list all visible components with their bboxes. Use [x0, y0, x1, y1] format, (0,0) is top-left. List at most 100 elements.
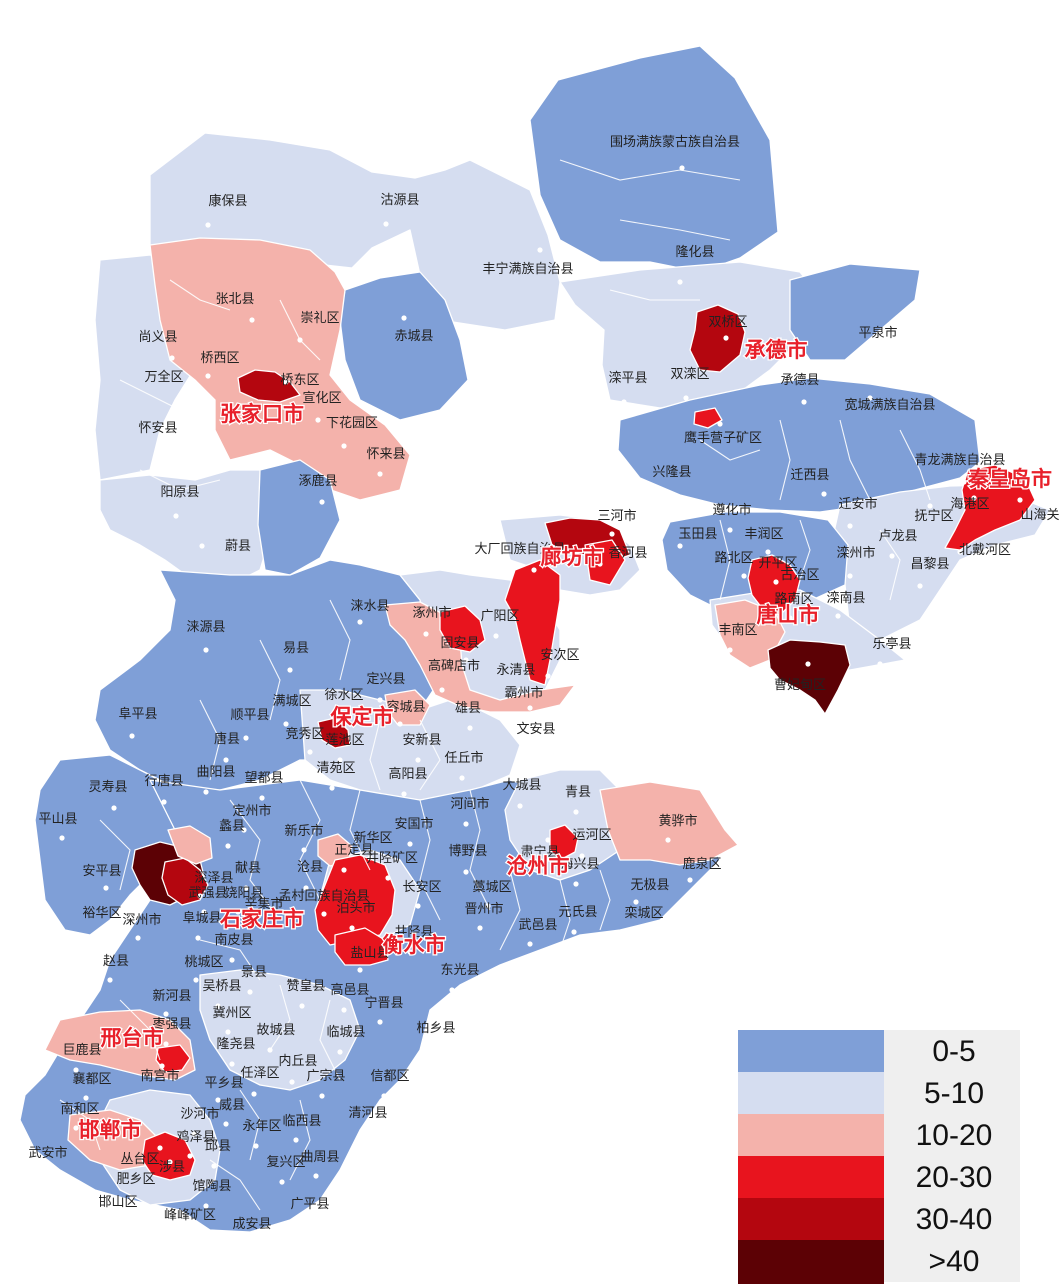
county-label: 柏乡县	[416, 1021, 455, 1036]
county-label: 正定县	[334, 843, 373, 858]
county-seat-dot	[971, 495, 977, 501]
county-label: 峰峰矿区	[164, 1208, 216, 1223]
county-seat-dot	[279, 1179, 285, 1185]
county-label: 任丘市	[444, 750, 483, 766]
county-seat-dot	[159, 1063, 165, 1069]
county-seat-dot	[59, 835, 65, 841]
county-label: 涉县	[159, 1160, 185, 1175]
county-seat-dot	[835, 613, 841, 619]
legend-swatch	[738, 1198, 884, 1242]
county-seat-dot	[847, 523, 853, 529]
county-label: 广平县	[290, 1197, 329, 1212]
county-boundaries	[59, 159, 931, 1211]
county-seat-dot	[799, 591, 805, 597]
county-boundary	[319, 999, 341, 1081]
county-seat-dot	[161, 799, 167, 805]
county-label: 鹿泉区	[682, 856, 721, 872]
county-label: 桥东区	[280, 373, 319, 388]
county-seat-dot	[493, 633, 499, 639]
county-seat-dot	[259, 795, 265, 801]
county-seat-dot	[247, 989, 253, 995]
county-label: 丛台区	[120, 1152, 159, 1167]
county-seat-dot	[357, 619, 363, 625]
county-seat-dot	[73, 1067, 79, 1073]
county-boundary	[119, 999, 161, 1061]
county-seat-dot	[867, 395, 873, 401]
county-label: 巨鹿县	[62, 1042, 101, 1058]
county-label: 玉田县	[678, 527, 717, 542]
county-label: 长安区	[402, 880, 441, 895]
county-seat-dot	[683, 395, 689, 401]
county-label: 大厂回族自治县	[474, 541, 565, 557]
county-seat-dot	[215, 1003, 221, 1009]
county-label: 内丘县	[278, 1053, 317, 1069]
county-label: 景县	[241, 965, 267, 980]
county-label: 肃宁县	[520, 844, 559, 860]
county-seat-dot	[163, 1041, 169, 1047]
region-zhuolu	[257, 459, 341, 576]
county-seat-dot	[111, 1219, 117, 1225]
county-seat-dot	[73, 1125, 79, 1131]
county-label: 吴桥县	[202, 979, 241, 994]
county-boundary	[719, 519, 731, 601]
county-boundary	[369, 719, 381, 791]
county-label: 清河县	[348, 1106, 387, 1121]
county-seat-dot	[877, 661, 883, 667]
county-boundary	[259, 639, 281, 721]
county-seat-dot	[255, 921, 261, 927]
county-label: 青龙满族自治县	[914, 452, 1005, 468]
county-boundary	[119, 379, 201, 421]
county-seat-dot	[367, 855, 373, 861]
county-label: 河间市	[450, 796, 489, 812]
county-seat-dot	[243, 885, 249, 891]
county-boundary	[199, 939, 261, 981]
city-label: 衡水市	[383, 933, 446, 957]
county-label: 蔚县	[225, 539, 251, 554]
county-seat-dot	[423, 631, 429, 637]
county-label: 无极县	[630, 878, 669, 893]
county-label: 赞皇县	[286, 979, 325, 994]
county-label: 武强县	[188, 886, 227, 901]
county-seat-dot	[199, 543, 205, 549]
county-seat-dot	[687, 877, 693, 883]
county-seat-dot	[299, 1003, 305, 1009]
county-label: 易县	[283, 641, 309, 656]
city-label: 张家口市	[220, 402, 304, 426]
city-label: 石家庄市	[219, 907, 304, 931]
county-seat-dot	[397, 721, 403, 727]
county-seat-dot	[111, 805, 117, 811]
county-label: 迁西县	[790, 468, 829, 483]
county-label: 阜城县	[182, 910, 221, 926]
county-boundary	[199, 699, 221, 781]
county-seat-dot	[129, 733, 135, 739]
county-seat-dot	[341, 443, 347, 449]
county-seat-dot	[463, 821, 469, 827]
region-handan-urban	[141, 1131, 196, 1181]
county-seat-dot	[241, 827, 247, 833]
county-seat-dot	[875, 351, 881, 357]
county-seat-dot	[463, 657, 469, 663]
county-label: 阜平县	[118, 706, 157, 722]
county-label: 桥西区	[200, 351, 239, 366]
county-label: 北戴河区	[959, 543, 1011, 558]
county-seat-dot	[303, 885, 309, 891]
county-seat-dot	[193, 977, 199, 983]
county-seat-dot	[195, 935, 201, 941]
county-boundary	[99, 819, 131, 891]
county-seat-dot	[407, 841, 413, 847]
county-label: 隆尧县	[216, 1037, 255, 1052]
county-label: 复兴区	[266, 1155, 305, 1170]
county-seat-dot	[173, 513, 179, 519]
county-seat-dot	[677, 543, 683, 549]
county-seat-dot	[1017, 497, 1023, 503]
county-label: 容城县	[386, 699, 425, 715]
region-zhangjiakou-urban	[237, 369, 301, 403]
county-label: 灵寿县	[88, 780, 127, 795]
county-boundary	[419, 719, 441, 791]
county-label: 盐山县	[350, 946, 389, 961]
county-seat-dot	[467, 725, 473, 731]
county-label: 迁安市	[838, 496, 877, 512]
county-boundary	[779, 419, 791, 501]
county-seat-dot	[205, 222, 211, 228]
county-label: 路北区	[714, 550, 753, 566]
